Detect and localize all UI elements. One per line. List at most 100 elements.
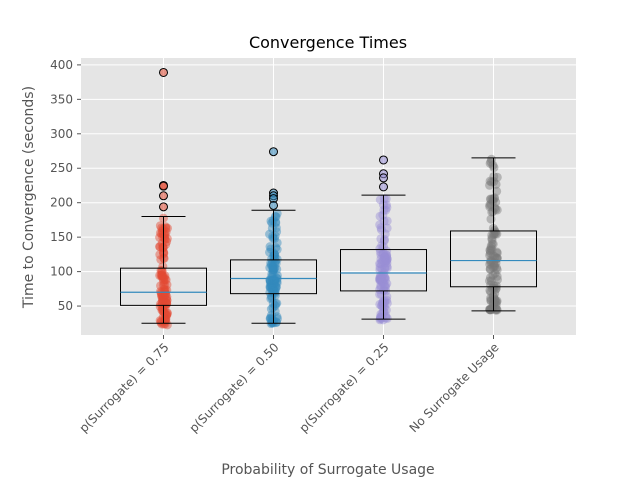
data-point (382, 298, 392, 308)
data-point (377, 276, 387, 286)
data-point (376, 250, 386, 260)
data-point (488, 194, 498, 204)
data-point (158, 232, 168, 242)
data-point (155, 316, 165, 326)
data-point (159, 276, 169, 286)
data-point (270, 285, 280, 295)
data-point (158, 242, 168, 252)
data-point (272, 278, 282, 288)
data-point (155, 302, 165, 312)
data-point (375, 285, 385, 295)
data-point (157, 304, 167, 314)
data-point (272, 264, 282, 274)
outlier-point (379, 155, 388, 165)
outlier-point (379, 182, 388, 192)
data-point (487, 235, 497, 245)
data-point (265, 263, 275, 273)
data-point (375, 273, 385, 283)
data-point (485, 245, 495, 255)
data-point (486, 276, 496, 286)
data-point (267, 223, 277, 233)
data-point (485, 259, 495, 269)
data-point (161, 310, 171, 320)
data-point (492, 263, 502, 273)
data-point (377, 272, 387, 282)
data-point (265, 283, 275, 293)
data-point (272, 227, 282, 237)
data-point (157, 305, 167, 315)
data-point (375, 265, 385, 275)
data-point (489, 283, 499, 293)
data-point (490, 294, 500, 304)
data-point (271, 218, 281, 228)
data-point (375, 262, 385, 272)
x-axis-title: Probability of Surrogate Usage (221, 462, 434, 478)
data-point (382, 223, 392, 233)
data-point (155, 242, 165, 252)
y-tick-label: 200 (50, 196, 73, 210)
data-point (272, 238, 282, 248)
data-point (270, 231, 280, 241)
data-point (157, 270, 167, 280)
data-point (156, 270, 166, 280)
data-point (380, 263, 390, 273)
data-point (492, 248, 502, 258)
data-point (271, 282, 281, 292)
data-point (485, 158, 495, 168)
data-point (382, 279, 392, 289)
data-point (380, 263, 390, 273)
data-point (162, 223, 172, 233)
y-axis-title: Time to Convergence (seconds) (21, 86, 37, 309)
data-point (265, 242, 275, 252)
data-point (272, 270, 282, 280)
data-point (155, 228, 165, 238)
data-point (379, 285, 389, 295)
data-point (268, 266, 278, 276)
data-point (379, 298, 389, 308)
data-point (158, 304, 168, 314)
data-point (379, 285, 389, 295)
data-point (269, 279, 279, 289)
data-point (160, 229, 170, 239)
data-point (378, 278, 388, 288)
data-point (381, 274, 391, 284)
data-point (272, 245, 282, 255)
data-point (487, 233, 497, 243)
data-point (157, 297, 167, 307)
x-tick-label: p(Surrogate) = 0.75 (77, 340, 172, 435)
outlier-point (269, 200, 278, 210)
data-point (485, 176, 495, 186)
data-point (489, 297, 499, 307)
data-point (380, 302, 390, 312)
data-point (486, 257, 496, 267)
data-point (375, 275, 385, 285)
data-point (160, 275, 170, 285)
data-point (268, 231, 278, 241)
data-point (492, 297, 502, 307)
x-tick-label: No Surrogate Usage (407, 340, 502, 435)
data-point (379, 274, 389, 284)
data-point (485, 276, 495, 286)
data-point (378, 210, 388, 220)
data-point (268, 283, 278, 293)
data-point (162, 299, 172, 309)
data-point (268, 283, 278, 293)
data-point (375, 299, 385, 309)
data-point (380, 273, 390, 283)
data-point (380, 273, 390, 283)
data-point (161, 298, 171, 308)
data-point (492, 186, 502, 196)
data-point (492, 275, 502, 285)
data-point (156, 281, 166, 291)
data-point (375, 274, 385, 284)
data-point (382, 250, 392, 260)
data-point (265, 229, 275, 239)
data-point (490, 225, 500, 235)
data-point (492, 229, 502, 239)
data-point (270, 234, 280, 244)
data-point (375, 244, 385, 254)
data-point (382, 252, 392, 262)
data-point (382, 251, 392, 261)
data-point (486, 293, 496, 303)
outlier-point (159, 202, 168, 212)
